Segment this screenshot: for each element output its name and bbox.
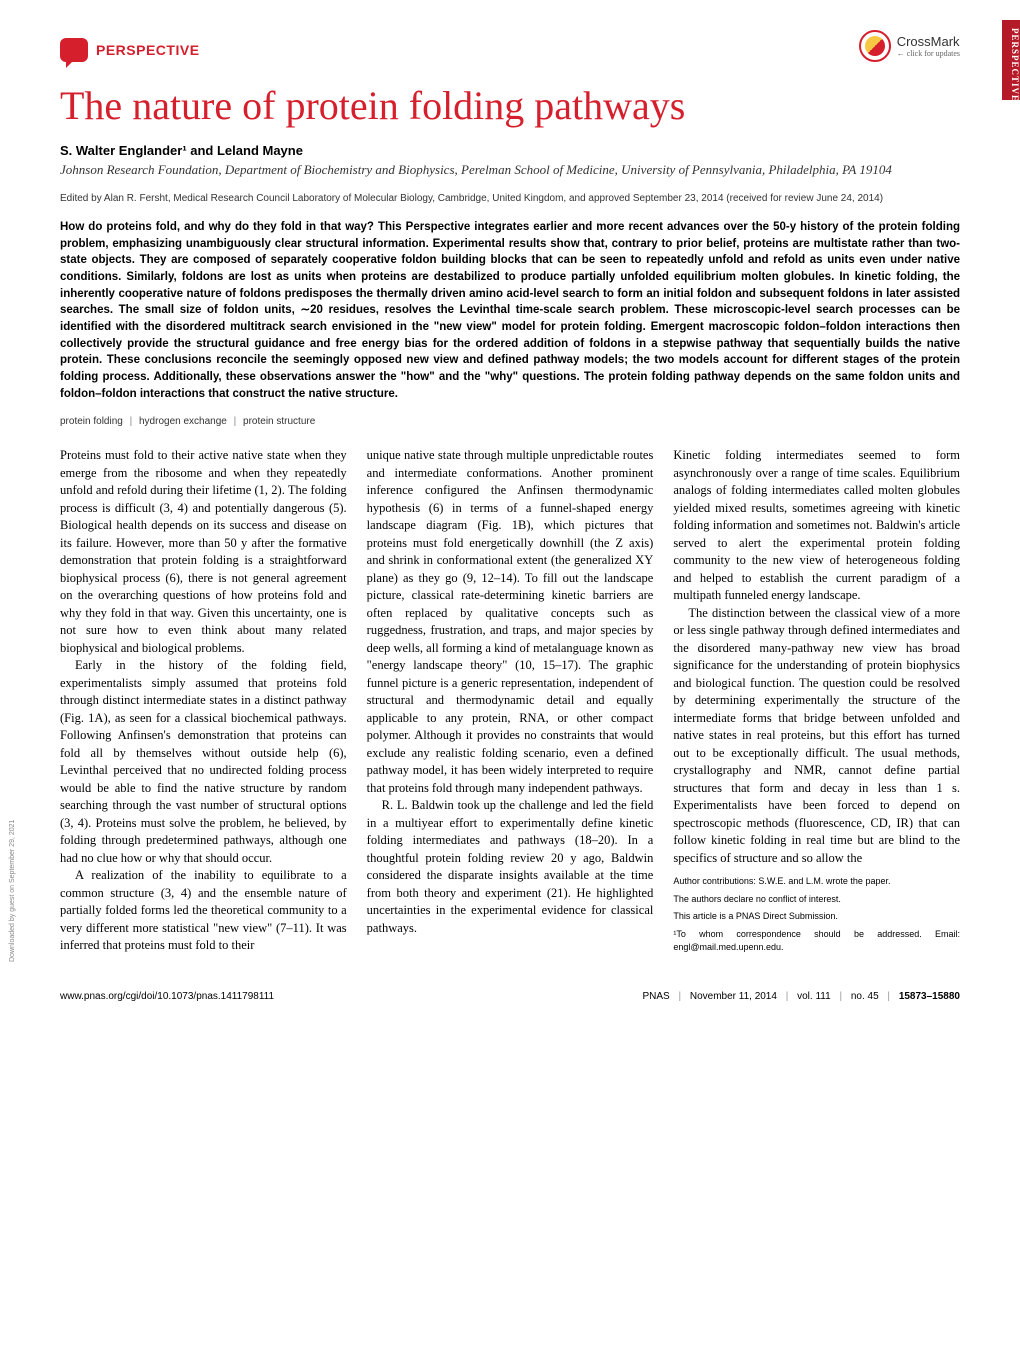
keyword-2: hydrogen exchange [139, 416, 227, 427]
side-tab: PERSPECTIVE [1002, 20, 1020, 100]
affiliation: Johnson Research Foundation, Department … [60, 162, 960, 178]
journal-name: PNAS [642, 991, 669, 1002]
crossmark-icon [859, 30, 891, 62]
body-columns: Proteins must fold to their active nativ… [60, 447, 960, 959]
column-3: Kinetic folding intermediates seemed to … [673, 447, 960, 959]
editor-line: Edited by Alan R. Fersht, Medical Resear… [60, 192, 960, 205]
keyword-separator: | [234, 416, 237, 427]
header-row: PERSPECTIVE CrossMark ← click for update… [60, 30, 960, 62]
author-notes: Author contributions: S.W.E. and L.M. wr… [673, 875, 960, 955]
speech-bubble-icon [60, 38, 88, 62]
paragraph: A realization of the inability to equili… [60, 867, 347, 955]
authors: S. Walter Englander¹ and Leland Mayne [60, 143, 960, 158]
submission-note: This article is a PNAS Direct Submission… [673, 910, 960, 924]
page-range: 15873–15880 [899, 991, 960, 1002]
correspondence: ¹To whom correspondence should be addres… [673, 928, 960, 955]
keyword-separator: | [130, 416, 133, 427]
download-note: Downloaded by guest on September 29, 202… [9, 819, 16, 961]
keywords: protein folding | hydrogen exchange | pr… [60, 416, 960, 427]
paragraph: Kinetic folding intermediates seemed to … [673, 447, 960, 605]
perspective-label: PERSPECTIVE [60, 38, 200, 62]
issue-number: no. 45 [851, 991, 879, 1002]
paragraph: The distinction between the classical vi… [673, 605, 960, 868]
crossmark-text: CrossMark [897, 34, 960, 49]
doi-link[interactable]: www.pnas.org/cgi/doi/10.1073/pnas.141179… [60, 991, 274, 1002]
citation-info: PNAS | November 11, 2014 | vol. 111 | no… [642, 991, 960, 1002]
crossmark-subtext: ← click for updates [897, 49, 960, 58]
abstract: How do proteins fold, and why do they fo… [60, 219, 960, 402]
crossmark-badge[interactable]: CrossMark ← click for updates [859, 30, 960, 62]
conflict-statement: The authors declare no conflict of inter… [673, 893, 960, 907]
article-title: The nature of protein folding pathways [60, 82, 960, 129]
page-footer: www.pnas.org/cgi/doi/10.1073/pnas.141179… [60, 983, 960, 1002]
column-1: Proteins must fold to their active nativ… [60, 447, 347, 959]
paragraph: R. L. Baldwin took up the challenge and … [367, 797, 654, 937]
column-2: unique native state through multiple unp… [367, 447, 654, 959]
volume: vol. 111 [797, 991, 831, 1002]
author-contributions: Author contributions: S.W.E. and L.M. wr… [673, 875, 960, 889]
keyword-3: protein structure [243, 416, 315, 427]
paragraph: Proteins must fold to their active nativ… [60, 447, 347, 657]
publication-date: November 11, 2014 [690, 991, 777, 1002]
section-label: PERSPECTIVE [96, 42, 200, 58]
keyword-1: protein folding [60, 416, 123, 427]
paragraph: Early in the history of the folding fiel… [60, 657, 347, 867]
paragraph: unique native state through multiple unp… [367, 447, 654, 797]
